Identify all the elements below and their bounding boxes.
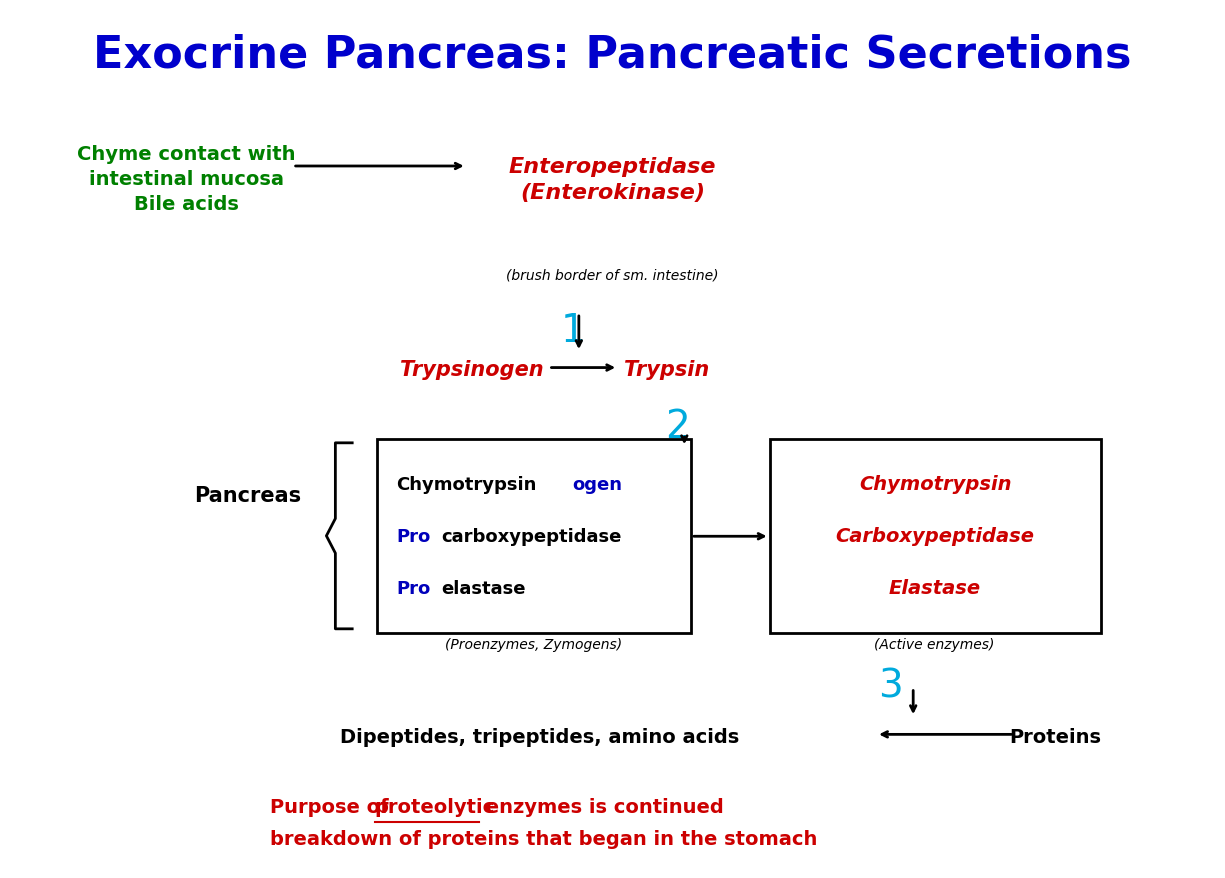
Text: breakdown of proteins that began in the stomach: breakdown of proteins that began in the … <box>271 829 817 848</box>
Text: (Proenzymes, Zymogens): (Proenzymes, Zymogens) <box>446 637 622 651</box>
Text: Purpose of: Purpose of <box>271 796 396 816</box>
Text: proteolytic: proteolytic <box>375 796 495 816</box>
Text: 1: 1 <box>561 312 586 350</box>
Text: Pro: Pro <box>396 579 430 597</box>
Text: Enteropeptidase
(Enterokinase): Enteropeptidase (Enterokinase) <box>508 156 717 203</box>
Text: elastase: elastase <box>441 579 526 597</box>
Text: Chymotrypsin: Chymotrypsin <box>396 475 537 493</box>
Text: 3: 3 <box>878 666 903 704</box>
Text: enzymes is continued: enzymes is continued <box>479 796 724 816</box>
Text: Carboxypeptidase: Carboxypeptidase <box>835 527 1035 546</box>
Text: carboxypeptidase: carboxypeptidase <box>441 527 621 545</box>
Text: Proteins: Proteins <box>1009 728 1101 746</box>
Text: Chymotrypsin: Chymotrypsin <box>859 475 1012 493</box>
Text: Exocrine Pancreas: Pancreatic Secretions: Exocrine Pancreas: Pancreatic Secretions <box>93 33 1132 76</box>
Text: Chyme contact with
intestinal mucosa
Bile acids: Chyme contact with intestinal mucosa Bil… <box>77 145 295 214</box>
Text: (Active enzymes): (Active enzymes) <box>875 637 995 651</box>
Text: ogen: ogen <box>572 475 622 493</box>
FancyBboxPatch shape <box>769 439 1100 633</box>
Text: 2: 2 <box>665 407 690 445</box>
Text: Pancreas: Pancreas <box>195 486 301 505</box>
Text: Pro: Pro <box>396 527 430 545</box>
Text: Trypsinogen: Trypsinogen <box>401 360 544 380</box>
FancyBboxPatch shape <box>377 439 691 633</box>
Text: Elastase: Elastase <box>889 579 981 598</box>
Text: (brush border of sm. intestine): (brush border of sm. intestine) <box>506 268 719 282</box>
Text: Trypsin: Trypsin <box>624 360 709 380</box>
Text: Dipeptides, tripeptides, amino acids: Dipeptides, tripeptides, amino acids <box>341 728 739 746</box>
